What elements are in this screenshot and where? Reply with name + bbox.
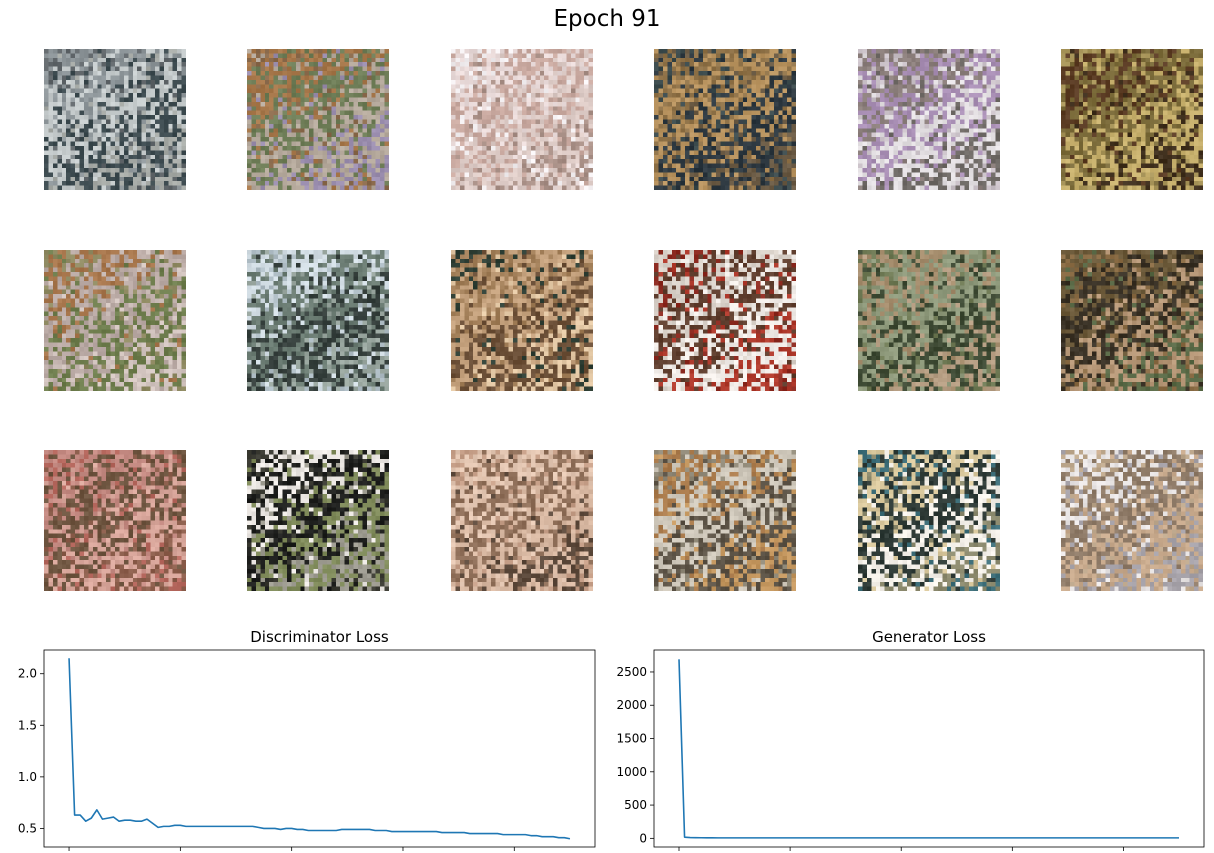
y-tick-label: 0.5 xyxy=(18,821,37,835)
plot-frame xyxy=(43,649,596,848)
y-tick-label: 1.5 xyxy=(18,718,37,732)
generated-sample xyxy=(44,49,186,190)
generated-sample xyxy=(1061,450,1203,591)
generated-sample xyxy=(247,250,389,391)
generated-sample xyxy=(44,250,186,391)
chart-title: Discriminator Loss xyxy=(250,628,389,646)
y-tick-label: 500 xyxy=(624,798,647,812)
figure-title: Epoch 91 xyxy=(553,6,661,32)
generated-sample xyxy=(44,450,186,591)
y-tick-label: 1.0 xyxy=(18,770,37,784)
generated-sample xyxy=(1061,49,1203,190)
generated-sample xyxy=(247,49,389,190)
generated-sample xyxy=(1061,250,1203,391)
plot-frame xyxy=(653,649,1205,848)
loss-line xyxy=(68,658,571,840)
generated-sample xyxy=(858,49,1000,190)
generated-sample xyxy=(247,450,389,591)
y-tick-label: 1000 xyxy=(616,765,647,779)
generated-sample xyxy=(451,49,593,190)
generated-sample xyxy=(451,450,593,591)
generated-sample xyxy=(654,250,796,391)
y-tick-label: 2.0 xyxy=(18,667,37,681)
generated-sample xyxy=(654,450,796,591)
chart-title: Generator Loss xyxy=(872,628,986,646)
generated-sample xyxy=(654,49,796,190)
y-tick-label: 2000 xyxy=(616,698,647,712)
y-tick-label: 1500 xyxy=(616,732,647,746)
generated-sample xyxy=(858,450,1000,591)
loss-line xyxy=(678,659,1179,839)
generated-sample xyxy=(858,250,1000,391)
generated-sample xyxy=(451,250,593,391)
y-tick-label: 2500 xyxy=(616,665,647,679)
y-tick-label: 0 xyxy=(639,831,647,845)
